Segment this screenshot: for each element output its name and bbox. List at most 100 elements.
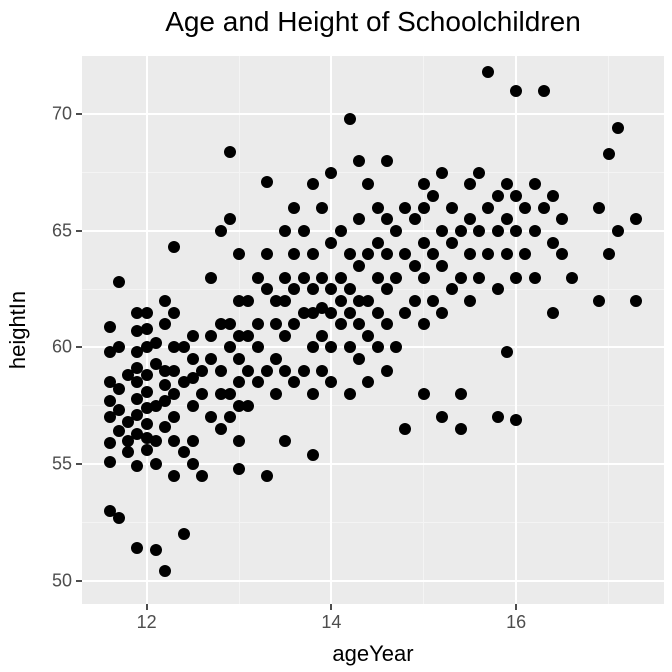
y-tick-mark	[76, 346, 82, 348]
data-point	[150, 337, 162, 349]
data-point	[529, 178, 541, 190]
data-point	[612, 122, 624, 134]
data-point	[399, 248, 411, 260]
data-point	[399, 307, 411, 319]
data-point	[473, 167, 485, 179]
data-point	[325, 167, 337, 179]
data-point	[159, 565, 171, 577]
data-point	[464, 178, 476, 190]
data-point	[418, 237, 430, 249]
data-point	[335, 318, 347, 330]
data-point	[418, 178, 430, 190]
data-point	[242, 295, 254, 307]
data-point	[335, 225, 347, 237]
data-point	[298, 225, 310, 237]
data-point	[288, 283, 300, 295]
data-point	[205, 353, 217, 365]
data-point	[381, 318, 393, 330]
data-point	[529, 272, 541, 284]
data-point	[556, 213, 568, 225]
data-point	[113, 512, 125, 524]
data-point	[501, 248, 513, 260]
data-point	[593, 202, 605, 214]
data-point	[538, 202, 550, 214]
data-point	[168, 241, 180, 253]
data-point	[261, 470, 273, 482]
data-point	[224, 146, 236, 158]
y-tick-mark	[76, 580, 82, 582]
y-axis-label: heightIn	[5, 291, 31, 369]
data-point	[482, 202, 494, 214]
data-point	[603, 148, 615, 160]
data-point	[547, 190, 559, 202]
grid-minor-h	[82, 289, 664, 290]
grid-major-h	[82, 113, 664, 115]
data-point	[510, 414, 522, 426]
data-point	[159, 421, 171, 433]
grid-major-h	[82, 580, 664, 582]
data-point	[353, 318, 365, 330]
y-tick-mark	[76, 463, 82, 465]
data-point	[168, 365, 180, 377]
data-point	[233, 353, 245, 365]
data-point	[178, 528, 190, 540]
data-point	[159, 295, 171, 307]
data-point	[279, 365, 291, 377]
data-point	[409, 260, 421, 272]
data-point	[446, 202, 458, 214]
data-point	[473, 272, 485, 284]
data-point	[279, 435, 291, 447]
data-point	[168, 307, 180, 319]
data-point	[492, 225, 504, 237]
data-point	[307, 449, 319, 461]
data-point	[270, 318, 282, 330]
data-point	[492, 283, 504, 295]
data-point	[519, 248, 531, 260]
data-point	[464, 213, 476, 225]
data-point	[482, 66, 494, 78]
data-point	[196, 365, 208, 377]
data-point	[538, 85, 550, 97]
data-point	[178, 446, 190, 458]
data-point	[224, 388, 236, 400]
x-tick-label: 16	[506, 612, 526, 633]
data-point	[113, 341, 125, 353]
data-point	[372, 272, 384, 284]
data-point	[436, 307, 448, 319]
data-point	[242, 330, 254, 342]
data-point	[141, 418, 153, 430]
data-point	[427, 295, 439, 307]
x-tick-mark	[330, 604, 332, 610]
data-point	[372, 202, 384, 214]
data-point	[390, 225, 402, 237]
x-tick-label: 14	[321, 612, 341, 633]
data-point	[131, 542, 143, 554]
data-point	[122, 446, 134, 458]
data-point	[131, 460, 143, 472]
data-point	[113, 404, 125, 416]
grid-major-h	[82, 463, 664, 465]
data-point	[104, 321, 116, 333]
data-point	[381, 248, 393, 260]
data-point	[436, 225, 448, 237]
data-point	[399, 202, 411, 214]
data-point	[307, 341, 319, 353]
data-point	[261, 365, 273, 377]
data-point	[233, 248, 245, 260]
data-point	[492, 411, 504, 423]
data-point	[353, 260, 365, 272]
data-point	[113, 276, 125, 288]
data-point	[501, 213, 513, 225]
data-point	[436, 260, 448, 272]
data-point	[316, 202, 328, 214]
data-point	[325, 376, 337, 388]
data-point	[630, 213, 642, 225]
data-point	[381, 213, 393, 225]
data-point	[215, 225, 227, 237]
data-point	[325, 307, 337, 319]
x-axis-label: ageYear	[332, 641, 413, 667]
data-point	[556, 248, 568, 260]
x-tick-mark	[146, 604, 148, 610]
y-tick-label: 55	[52, 454, 72, 475]
data-point	[501, 346, 513, 358]
